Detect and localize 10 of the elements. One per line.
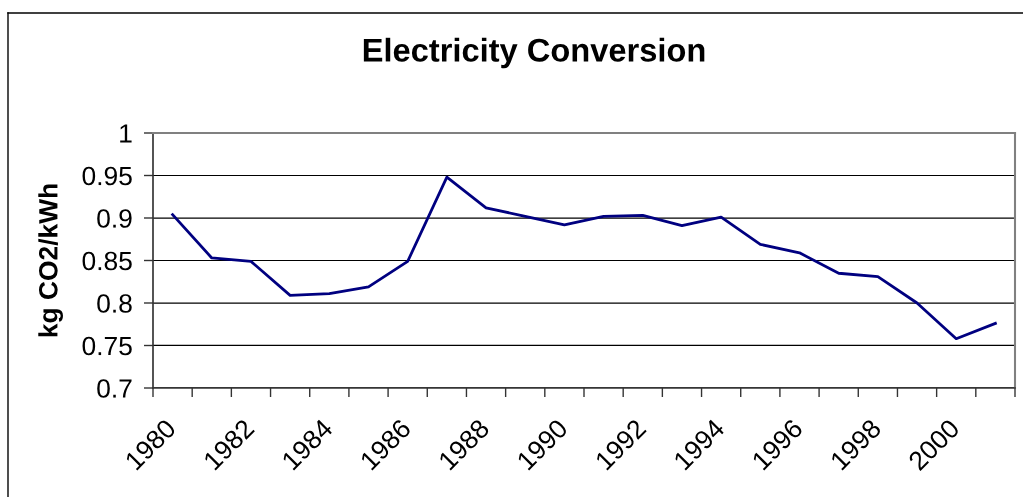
y-tick-label: 0.95	[82, 166, 132, 186]
line-series	[171, 175, 997, 341]
y-tick-label: 0.85	[82, 251, 132, 271]
y-tick-label: 1	[120, 124, 132, 143]
y-tick-label: 0.75	[82, 336, 132, 356]
y-tick-label: 0.8	[97, 294, 132, 313]
y-axis-title: kg CO2/kWh	[38, 184, 63, 337]
chart-title: Electricity Conversion	[363, 37, 705, 69]
y-tick-label: 0.7	[97, 379, 132, 398]
y-tick-label: 0.9	[97, 209, 132, 228]
